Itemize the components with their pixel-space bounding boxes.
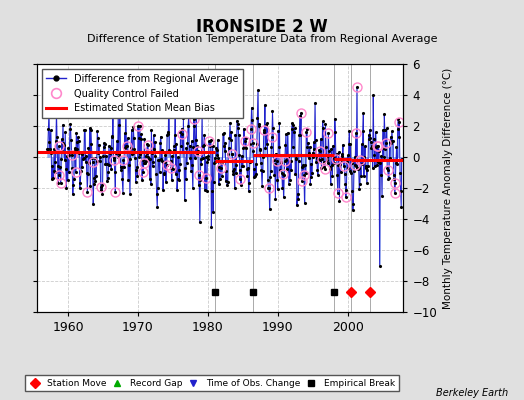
Text: IRONSIDE 2 W: IRONSIDE 2 W bbox=[196, 18, 328, 36]
Y-axis label: Monthly Temperature Anomaly Difference (°C): Monthly Temperature Anomaly Difference (… bbox=[443, 67, 453, 309]
Text: Berkeley Earth: Berkeley Earth bbox=[436, 388, 508, 398]
Legend: Difference from Regional Average, Quality Control Failed, Estimated Station Mean: Difference from Regional Average, Qualit… bbox=[41, 69, 243, 118]
Text: Difference of Station Temperature Data from Regional Average: Difference of Station Temperature Data f… bbox=[87, 34, 437, 44]
Legend: Station Move, Record Gap, Time of Obs. Change, Empirical Break: Station Move, Record Gap, Time of Obs. C… bbox=[26, 375, 399, 392]
